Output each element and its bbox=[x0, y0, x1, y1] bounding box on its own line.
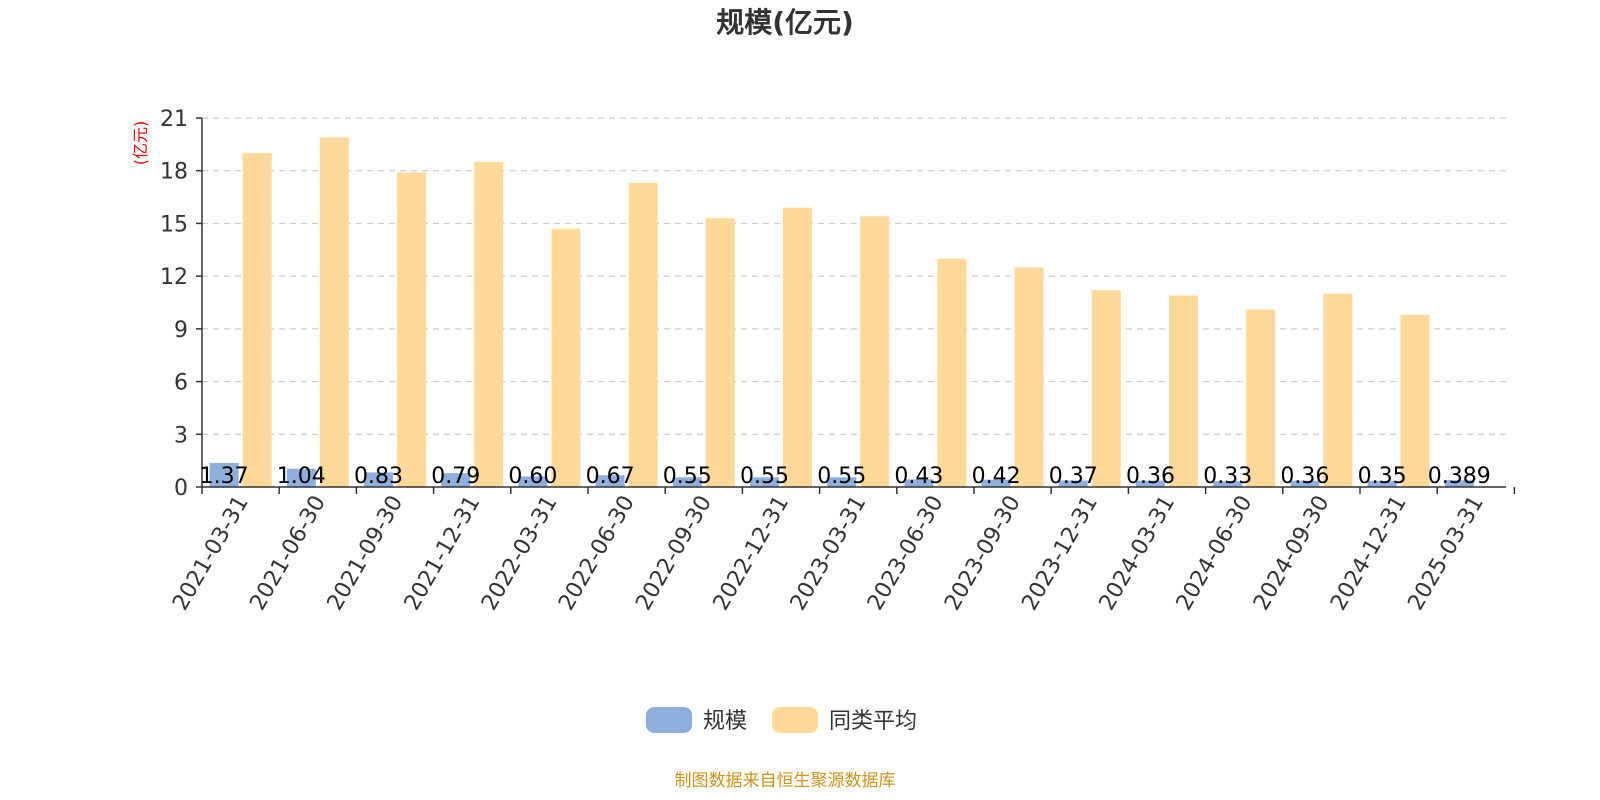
x-tick-label: 2023-09-30 bbox=[940, 492, 1026, 615]
bar-category-average bbox=[1400, 314, 1430, 487]
legend-swatch bbox=[646, 707, 692, 733]
bar-category-average bbox=[1014, 267, 1044, 487]
data-label: 0.37 bbox=[1049, 464, 1098, 489]
x-tick-label: 2024-03-31 bbox=[1095, 492, 1181, 615]
x-tick-label: 2024-12-31 bbox=[1326, 492, 1412, 615]
data-label: 0.55 bbox=[663, 464, 712, 489]
data-label: 0.35 bbox=[1358, 464, 1407, 489]
bar-scale bbox=[1367, 480, 1397, 487]
bar-scale bbox=[1213, 481, 1243, 487]
source-note: 制图数据来自恒生聚源数据库 bbox=[675, 771, 896, 791]
bar-category-average bbox=[242, 153, 272, 487]
bar-category-average bbox=[474, 161, 504, 487]
bar-scale bbox=[209, 462, 239, 487]
x-tick-label: 2021-06-30 bbox=[245, 492, 331, 615]
y-tick-label: 0 bbox=[174, 476, 188, 501]
legend-item[interactable]: 规模 bbox=[646, 707, 747, 734]
data-label: 0.36 bbox=[1126, 464, 1175, 489]
bar-category-average bbox=[1246, 309, 1276, 487]
bar-scale bbox=[518, 476, 548, 487]
data-label: 0.389 bbox=[1428, 464, 1491, 489]
data-label: 0.42 bbox=[972, 464, 1021, 489]
legend-item[interactable]: 同类平均 bbox=[772, 707, 917, 734]
data-label: 0.79 bbox=[431, 464, 480, 489]
y-tick-label: 21 bbox=[160, 107, 188, 132]
bar-category-average bbox=[397, 172, 426, 487]
x-tick-label: 2022-06-30 bbox=[554, 492, 640, 615]
chart-title: 规模(亿元) bbox=[716, 6, 854, 39]
legend-label: 规模 bbox=[703, 709, 747, 734]
axes: 0 3 6 9 12 15 18 21 2021-03-312021-06-302021-09-… bbox=[160, 107, 1516, 615]
y-tick-label: 9 bbox=[174, 318, 188, 343]
x-tick-label: 2023-06-30 bbox=[863, 492, 949, 615]
bar-scale bbox=[1290, 480, 1320, 487]
x-tick-label: 2021-12-31 bbox=[400, 492, 486, 615]
bar-scale bbox=[827, 477, 857, 487]
data-label: 0.55 bbox=[740, 464, 789, 489]
x-tick-label: 2022-09-30 bbox=[631, 492, 717, 615]
bar-category-average bbox=[1323, 293, 1353, 487]
data-label: 0.67 bbox=[586, 464, 635, 489]
bar-category-average bbox=[783, 207, 812, 487]
data-labels: 1.37 1.04 0.83 0.79 0.60 0.67 0.55 0.55 0.55 0.43… bbox=[200, 464, 1491, 489]
bar-scale bbox=[364, 472, 393, 487]
x-tick-label: 2022-03-31 bbox=[477, 492, 563, 615]
data-label: 0.55 bbox=[817, 464, 866, 489]
x-tick-label: 2022-12-31 bbox=[709, 492, 795, 615]
x-tick-label: 2021-09-30 bbox=[323, 492, 409, 615]
y-tick-label: 3 bbox=[174, 423, 188, 448]
bar-scale bbox=[904, 479, 934, 487]
legend[interactable]: 规模 同类平均 bbox=[646, 707, 917, 734]
data-label: 0.43 bbox=[894, 464, 943, 489]
data-label: 0.33 bbox=[1203, 464, 1252, 489]
bar-category-average bbox=[628, 183, 658, 487]
data-label: 0.36 bbox=[1280, 464, 1329, 489]
bar-scale bbox=[1058, 480, 1088, 487]
x-tick-label: 2024-06-30 bbox=[1172, 492, 1258, 615]
y-tick-label: 15 bbox=[160, 212, 188, 237]
bar-category-average bbox=[1169, 295, 1198, 487]
bar-scale bbox=[441, 473, 471, 487]
bar-scale bbox=[1444, 480, 1474, 487]
x-tick-label: 2023-12-31 bbox=[1017, 492, 1103, 615]
data-label: 1.04 bbox=[277, 464, 326, 489]
bar-scale bbox=[750, 477, 779, 487]
y-tick-label: 6 bbox=[174, 371, 188, 396]
x-tick-label: 2025-03-31 bbox=[1403, 492, 1489, 615]
x-tick-label: 2021-03-31 bbox=[168, 492, 254, 615]
y-tick-label: 18 bbox=[160, 160, 188, 185]
data-label: 0.60 bbox=[508, 464, 557, 489]
y-tick-label: 12 bbox=[160, 265, 188, 290]
bar-scale bbox=[286, 468, 316, 487]
bar-category-average bbox=[1091, 290, 1121, 487]
bars bbox=[209, 137, 1474, 488]
bar-scale bbox=[1136, 480, 1165, 487]
bar-category-average bbox=[937, 258, 967, 487]
bar-category-average bbox=[860, 216, 890, 487]
bar-category-average bbox=[319, 137, 349, 488]
bar-scale bbox=[595, 475, 625, 487]
bar-scale bbox=[981, 479, 1011, 487]
legend-label: 同类平均 bbox=[829, 709, 917, 734]
bar-scale bbox=[672, 477, 702, 487]
bar-category-average bbox=[705, 218, 735, 487]
legend-swatch bbox=[772, 707, 818, 733]
x-tick-label: 2023-03-31 bbox=[786, 492, 872, 615]
y-axis-unit-label: (亿元) bbox=[131, 121, 150, 166]
bar-category-average bbox=[551, 228, 581, 487]
gridlines bbox=[202, 117, 1506, 435]
data-label: 0.83 bbox=[354, 464, 403, 489]
x-tick-label: 2024-09-30 bbox=[1249, 492, 1335, 615]
data-label: 1.37 bbox=[200, 464, 249, 489]
